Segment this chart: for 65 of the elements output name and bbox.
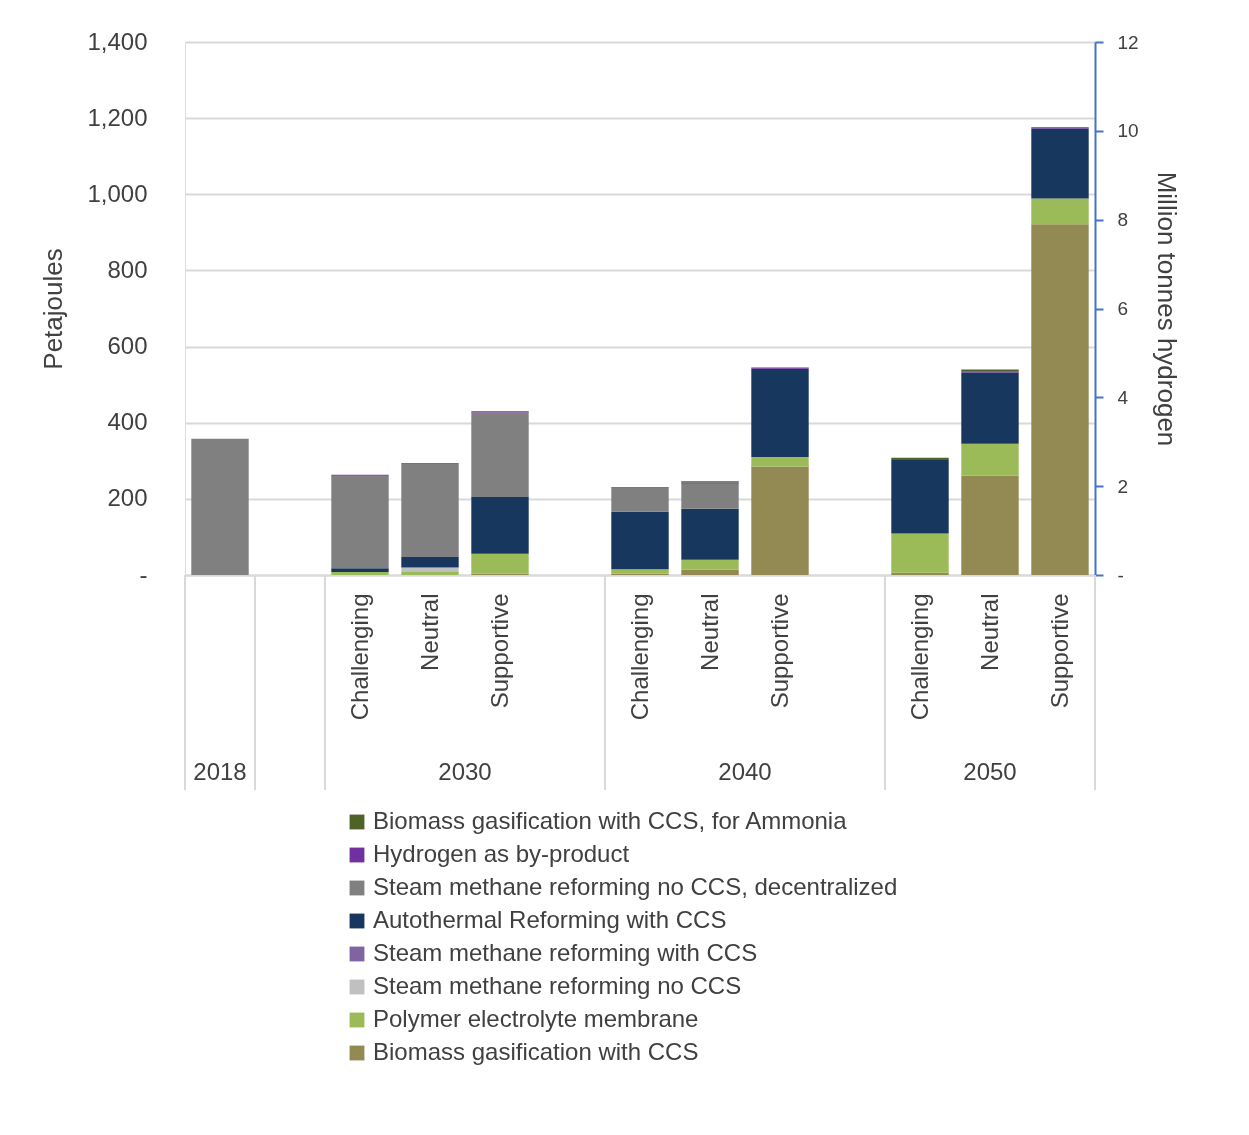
x-tick-label: Neutral (415, 593, 443, 671)
legend-label: Steam methane reforming with CCS (373, 939, 758, 966)
y2-tick-label: 4 (1117, 386, 1129, 408)
x-tick-label: Supportive (765, 593, 793, 709)
bar (611, 569, 669, 574)
y2-tick-label: 8 (1117, 209, 1129, 231)
bar (401, 567, 459, 572)
bar (961, 372, 1019, 444)
bar (681, 569, 739, 575)
x-tick-label: Supportive (485, 593, 513, 709)
x-tick-label: Challenging (905, 593, 933, 721)
legend-label: Steam methane reforming no CCS (373, 972, 742, 999)
bar (751, 368, 809, 457)
y-tick-label: 400 (107, 408, 148, 436)
y-tick-label: 200 (107, 484, 148, 512)
y2-axis-title: Million tonnes hydrogen (1151, 171, 1182, 447)
text: 2030 (438, 758, 492, 785)
legend-label: Polymer electrolyte membrane (373, 1005, 699, 1032)
x-tick-label: Neutral (695, 593, 723, 671)
y2-tick-label: 10 (1117, 120, 1139, 142)
legend-label: Biomass gasification with CCS, for Ammonia (373, 807, 848, 834)
y-tick-label: 800 (107, 255, 148, 283)
bar (611, 511, 669, 570)
bar (681, 508, 739, 560)
y-tick-label: 1,400 (87, 27, 148, 55)
legend-label: Biomass gasification with CCS (373, 1038, 699, 1065)
y2-tick-label: 2 (1117, 475, 1129, 497)
legend-label: Hydrogen as by-product (373, 840, 630, 867)
bar (681, 483, 739, 509)
bar (471, 412, 529, 497)
bar (1031, 224, 1089, 575)
bar (401, 463, 459, 558)
bar (891, 460, 949, 534)
text: 2018 (193, 758, 247, 785)
bar (681, 559, 739, 570)
text: 2040 (718, 758, 772, 785)
x-tick-label: Neutral (975, 593, 1003, 671)
y-tick-label: 600 (107, 332, 148, 360)
bar (961, 443, 1019, 476)
y2-tick-label: 6 (1117, 298, 1129, 319)
y-tick-label: - (139, 560, 148, 588)
x-tick-label: Challenging (345, 593, 373, 721)
bar (751, 456, 809, 467)
y2-tick-label: - (1117, 564, 1124, 586)
bar (471, 553, 529, 574)
legend-label: Steam methane reforming no CCS, decentralized (373, 873, 898, 900)
bar (331, 475, 389, 569)
y-tick-label: 1,200 (87, 103, 148, 131)
bar (401, 557, 459, 568)
legend-label: Autothermal Reforming with CCS (373, 906, 727, 933)
bar (1031, 198, 1089, 225)
y2-tick-label: 12 (1117, 31, 1139, 53)
x-tick-label: Supportive (1045, 593, 1073, 709)
bar (401, 571, 459, 575)
x-tick-label: Challenging (625, 593, 653, 721)
bar (961, 475, 1019, 575)
bar (611, 487, 669, 512)
bar (471, 496, 529, 554)
bar (891, 533, 949, 573)
bar (751, 466, 809, 575)
bar (1031, 128, 1089, 199)
text: 2050 (963, 758, 1017, 785)
y-tick-label: 1,000 (87, 179, 148, 207)
y-axis-title: Petajoules (38, 248, 69, 370)
bar (191, 438, 249, 575)
